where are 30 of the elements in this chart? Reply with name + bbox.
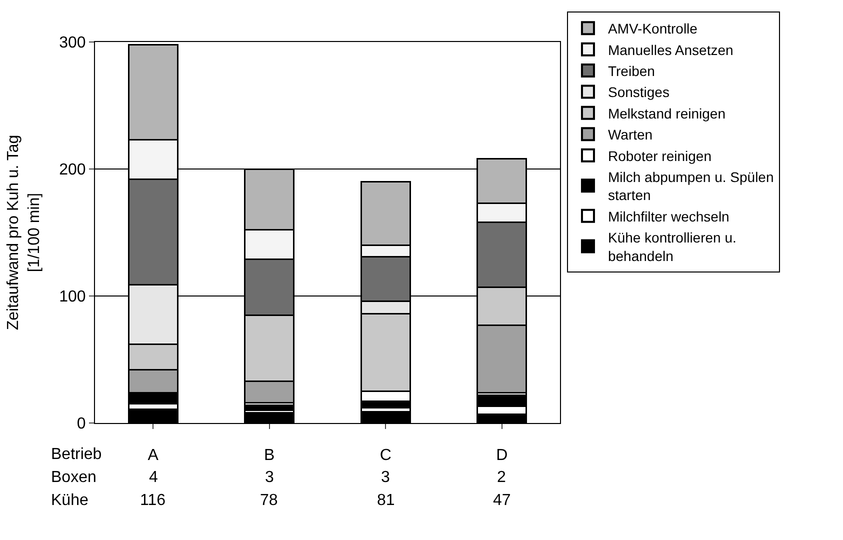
text: 47 [493, 492, 511, 509]
legend-label: Sonstiges [608, 84, 670, 100]
legend-label: Milchfilter wechseln [608, 208, 730, 224]
legend-label: Kühe kontrollieren u. behandeln [608, 230, 736, 264]
legend-label: Melkstand reinigen [608, 105, 726, 122]
text: 3 [381, 469, 390, 486]
legend-label: AMV-Kontrolle [608, 20, 698, 37]
legend-label: Milch abpumpen u. Spülen starten [608, 168, 774, 204]
x-tick-label: D [496, 447, 508, 464]
y-tick-label: 0 [76, 416, 86, 433]
text: 116 [140, 492, 166, 509]
text: Boxen [51, 469, 96, 486]
y-axis-title: Zeitaufwand pro Kuh u. Tag [1/100 min] [5, 134, 43, 330]
text: 4 [149, 469, 158, 486]
x-tick-label: A [148, 447, 159, 464]
text: 2 [497, 469, 506, 486]
text: 81 [377, 492, 395, 509]
text: Betrieb [51, 446, 102, 463]
y-tick-label: 200 [59, 162, 86, 179]
x-tick-label: C [380, 447, 392, 464]
legend-label: Roboter reinigen [608, 148, 712, 164]
x-tick-label: B [264, 447, 275, 464]
legend-label: Warten [608, 126, 653, 143]
legend-label: Treiben [608, 62, 655, 79]
legend-label: Manuelles Ansetzen [608, 42, 734, 58]
text: 3 [265, 469, 274, 486]
y-tick-label: 100 [59, 288, 86, 306]
y-tick-label: 300 [59, 34, 86, 52]
text: 78 [260, 492, 278, 509]
text: Kühe [51, 492, 88, 509]
